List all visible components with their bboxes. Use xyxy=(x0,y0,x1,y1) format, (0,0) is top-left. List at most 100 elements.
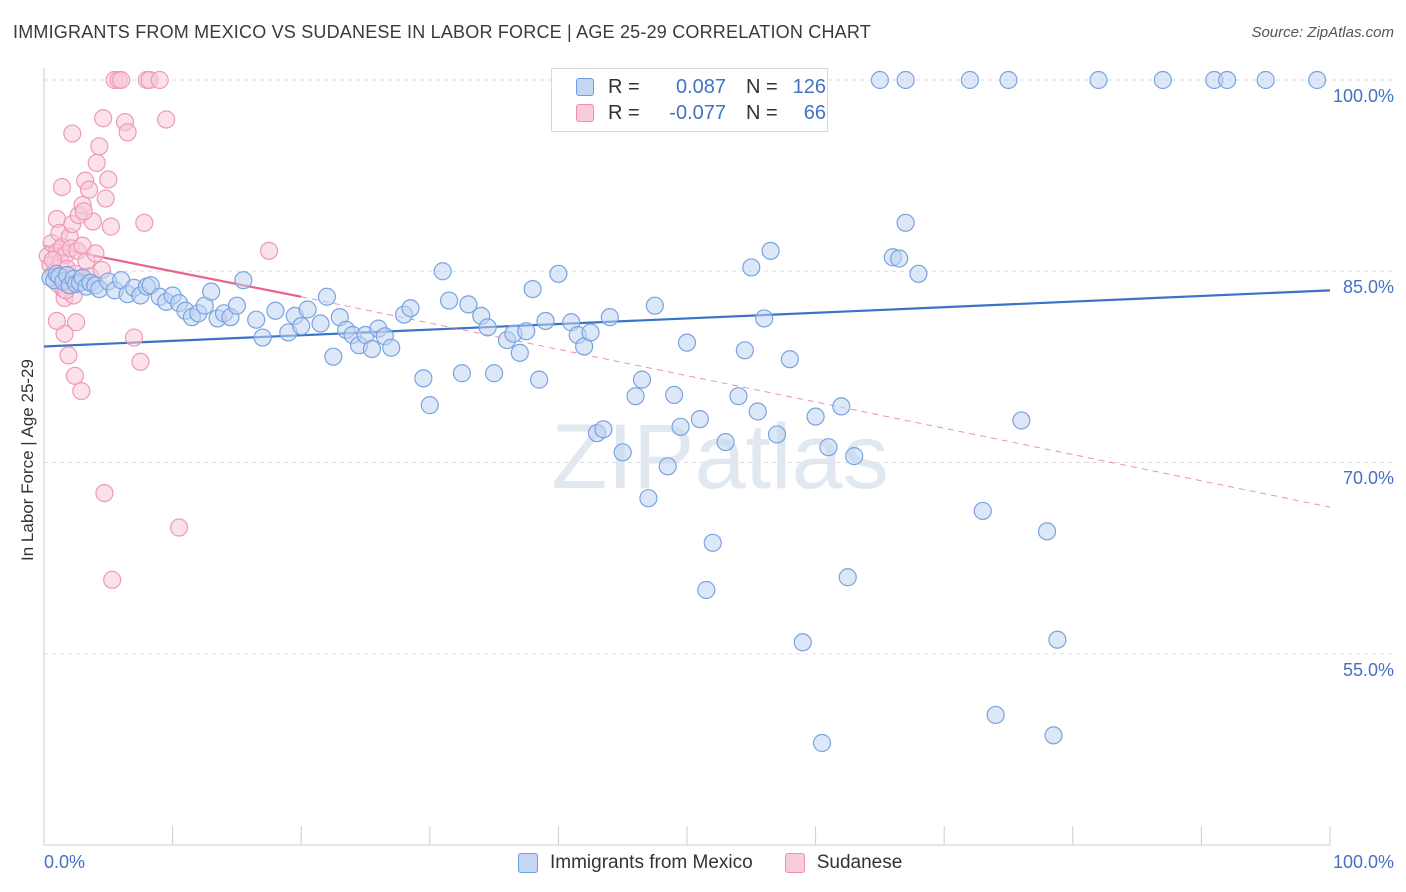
mexico-point xyxy=(613,443,632,462)
mexico-point xyxy=(645,296,664,315)
sudanese-point xyxy=(65,366,84,385)
mexico-point xyxy=(806,407,825,426)
mexico-point xyxy=(793,633,812,652)
mexico-point xyxy=(735,341,754,360)
mexico-point xyxy=(767,425,787,444)
legend-item-mexico[interactable]: Immigrants from Mexico xyxy=(518,852,753,874)
mexico-point xyxy=(748,402,767,421)
sudanese-point xyxy=(124,328,144,347)
mexico-point xyxy=(909,264,928,283)
sudanese-point xyxy=(96,189,115,208)
mexico-point xyxy=(703,533,722,552)
mexico-point xyxy=(530,370,549,389)
stats-legend: R = 0.087 N = 126 R = -0.077 N = 66 xyxy=(551,68,828,132)
series-legend: Immigrants from Mexico Sudanese xyxy=(518,852,934,874)
mexico-point xyxy=(742,258,761,277)
mexico-point xyxy=(1308,70,1327,90)
mexico-point xyxy=(973,501,992,521)
mexico-point xyxy=(253,328,272,347)
legend-r-value: -0.077 xyxy=(669,101,726,124)
mexico-point xyxy=(896,70,915,90)
legend-swatch-sudanese xyxy=(576,104,594,122)
mexico-point xyxy=(523,280,542,299)
sudanese-point xyxy=(101,217,120,236)
mexico-point xyxy=(1089,70,1108,90)
mexico-point xyxy=(1256,70,1275,90)
mexico-point xyxy=(234,271,253,290)
sudanese-point xyxy=(63,124,82,143)
mexico-point xyxy=(362,339,382,359)
mexico-point xyxy=(382,338,401,357)
mexico-point xyxy=(594,420,613,439)
legend-r-label: R = xyxy=(608,101,640,124)
mexico-point xyxy=(485,364,504,383)
mexico-point xyxy=(459,295,478,314)
mexico-point xyxy=(414,369,433,388)
sudanese-point xyxy=(259,241,279,260)
mexico-point xyxy=(227,296,246,315)
mexico-point xyxy=(819,438,838,457)
sudanese-point xyxy=(59,346,78,365)
sudanese-point xyxy=(95,484,114,503)
mexico-point xyxy=(247,310,266,329)
legend-n-label: N = xyxy=(746,75,778,98)
mexico-point xyxy=(780,350,799,369)
mexico-point xyxy=(999,70,1018,90)
sudanese-point xyxy=(131,352,150,371)
mexico-point xyxy=(292,316,311,336)
mexico-point xyxy=(1037,522,1057,541)
mexico-point xyxy=(549,264,568,283)
mexico-point xyxy=(452,364,472,383)
sudanese-point xyxy=(72,382,91,401)
mexico-point xyxy=(626,387,645,406)
mexico-point xyxy=(716,433,735,452)
x-tick-label: 0.0% xyxy=(44,852,86,872)
mexico-point xyxy=(600,308,619,327)
mexico-point xyxy=(1153,70,1172,90)
mexico-point xyxy=(439,291,459,310)
source-credit: Source: ZipAtlas.com xyxy=(1251,24,1394,41)
y-tick-label: 85.0% xyxy=(1342,277,1394,297)
mexico-point xyxy=(838,568,857,587)
mexico-point xyxy=(658,457,677,476)
legend-item-sudanese[interactable]: Sudanese xyxy=(784,852,902,874)
sudanese-points xyxy=(38,70,279,589)
mexico-point xyxy=(697,580,716,600)
mexico-point xyxy=(298,300,317,319)
chart-title: IMMIGRANTS FROM MEXICO VS SUDANESE IN LA… xyxy=(13,22,871,42)
legend-r-label: R = xyxy=(608,75,640,98)
sudanese-point xyxy=(67,313,86,332)
mexico-point xyxy=(832,397,851,416)
sudanese-point xyxy=(135,213,154,232)
mexico-point xyxy=(1044,726,1063,745)
axes xyxy=(43,68,1331,846)
mexico-point xyxy=(677,333,697,352)
mexico-point xyxy=(845,447,864,466)
legend-label-mexico: Immigrants from Mexico xyxy=(550,852,753,873)
legend-swatch-mexico xyxy=(576,78,594,96)
mexico-point xyxy=(433,262,452,281)
legend-r-value: 0.087 xyxy=(675,75,726,98)
y-tick-label: 55.0% xyxy=(1342,660,1394,680)
mexico-point xyxy=(478,318,497,337)
legend-n-value: 66 xyxy=(803,101,826,124)
sudanese-point xyxy=(103,570,122,589)
legend-swatch-mexico xyxy=(518,853,538,873)
mexico-point xyxy=(317,287,337,306)
mexico-point xyxy=(896,213,915,232)
mexico-point xyxy=(671,417,690,436)
mexico-point xyxy=(324,347,343,366)
mexico-point xyxy=(729,387,748,406)
mexico-point xyxy=(536,311,555,331)
sudanese-point xyxy=(150,70,169,90)
legend-n-value: 126 xyxy=(792,75,826,98)
sudanese-point xyxy=(99,170,118,189)
mexico-point xyxy=(1048,630,1067,649)
mexico-point xyxy=(986,705,1005,725)
x-tick-label: 100.0% xyxy=(1332,852,1394,872)
mexico-point xyxy=(890,249,909,268)
mexico-point xyxy=(639,489,658,508)
mexico-point xyxy=(401,299,420,318)
sudanese-point xyxy=(112,70,131,90)
